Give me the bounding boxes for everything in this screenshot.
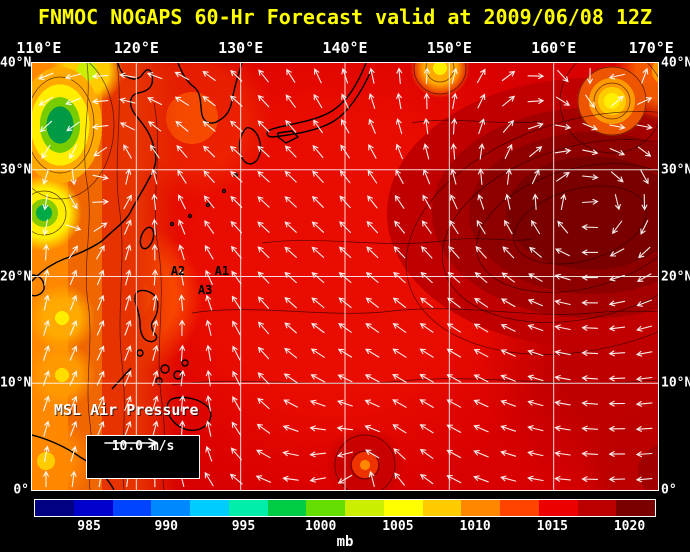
colorbar-segment [190, 500, 229, 516]
colorbar-tick: 985 [77, 519, 101, 534]
colorbar-segment [577, 500, 617, 516]
lon-label-top: 160°E [531, 39, 577, 57]
lat-label-right: 0° [661, 482, 677, 498]
colorbar-tick-labels: 985 990 995 1000 1005 1010 1015 1020 [35, 519, 655, 534]
colorbar-segment [73, 500, 113, 516]
pressure-colorbar [34, 499, 656, 517]
map-area: MSL Air Pressure 10.0 m/s A1 A2 A3 [31, 62, 659, 491]
lat-label-right: 40°N [661, 55, 690, 71]
colorbar-segment [151, 500, 190, 516]
lat-label-left: 20°N [0, 269, 32, 284]
page-title: FNMOC NOGAPS 60-Hr Forecast valid at 200… [37, 5, 653, 29]
lon-label-top: 120°E [113, 39, 159, 57]
lon-label-top: 130°E [218, 39, 264, 57]
colorbar-tick: 1000 [305, 519, 337, 534]
lat-label-left: 0° [13, 482, 29, 498]
storm-annotation-a3: A3 [197, 283, 213, 298]
colorbar-segment [345, 500, 384, 516]
colorbar-segment [616, 500, 655, 516]
colorbar-segment [538, 500, 578, 516]
lon-label-top: 170°E [628, 39, 674, 57]
colorbar-segment [112, 500, 152, 516]
lat-label-left: 40°N [0, 55, 32, 71]
colorbar-segment [306, 500, 345, 516]
lat-label-right: 20°N [661, 269, 690, 284]
colorbar-segment [422, 500, 462, 516]
colorbar-segment [267, 500, 307, 516]
colorbar-segment [228, 500, 268, 516]
colorbar-segment [461, 500, 500, 516]
colorbar-tick: 1005 [382, 519, 414, 534]
lat-label-right: 10°N [661, 375, 690, 391]
colorbar-tick: 990 [154, 519, 178, 534]
storm-annotation-a1: A1 [214, 264, 230, 279]
colorbar-tick: 1015 [536, 519, 568, 534]
colorbar-unit-label: mb [336, 534, 354, 550]
lon-label-top: 150°E [426, 39, 472, 57]
wind-scale-legend: 10.0 m/s [86, 435, 200, 479]
colorbar-tick: 1010 [459, 519, 491, 534]
wind-scale-arrow-icon [104, 438, 158, 448]
lon-label-top: 140°E [322, 39, 368, 57]
storm-annotation-a2: A2 [170, 264, 186, 279]
map-canvas [32, 63, 658, 490]
colorbar-segment [35, 500, 74, 516]
lon-label-top: 110°E [16, 39, 62, 57]
colorbar-tick: 995 [231, 519, 256, 534]
colorbar-segment [500, 500, 539, 516]
coastline-outlines [32, 63, 373, 490]
field-label: MSL Air Pressure [54, 401, 199, 419]
lat-label-left: 10°N [0, 375, 32, 391]
lat-label-left: 30°N [0, 162, 32, 178]
lat-label-right: 30°N [661, 162, 690, 178]
colorbar-segment [383, 500, 423, 516]
colorbar-tick: 1020 [613, 519, 646, 534]
